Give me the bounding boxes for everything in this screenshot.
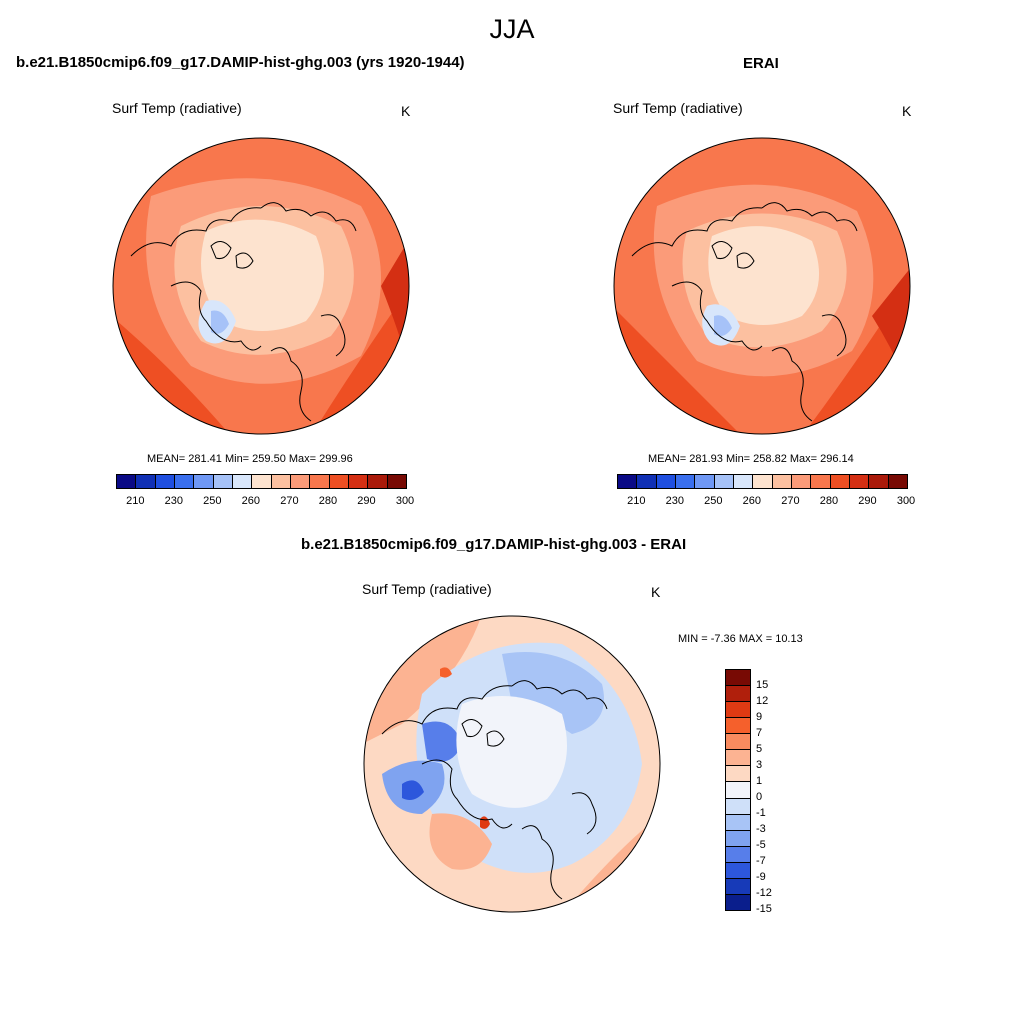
colorbar-cell [136,475,156,488]
diff-variable-label: Surf Temp (radiative) [362,581,492,597]
colorbar-tick-label: -5 [756,839,766,851]
obs-map [613,137,911,435]
colorbar-tick-label: 210 [126,495,145,507]
colorbar-tick-label: 250 [704,495,723,507]
colorbar-cell [726,862,750,879]
colorbar-cell [726,782,750,799]
colorbar-tick-label: 270 [781,495,800,507]
colorbar-cell [726,894,750,910]
colorbar-cell [310,475,330,488]
colorbar-tick-label: 3 [756,759,763,771]
colorbar-tick-label: 280 [318,495,338,507]
colorbar-cell [726,718,750,735]
colorbar-cell [213,475,233,488]
diff-colorbar [725,669,751,911]
diff-panel-title: b.e21.B1850cmip6.f09_g17.DAMIP-hist-ghg.… [301,536,687,553]
colorbar-cell [368,475,388,488]
colorbar-tick-label: -9 [756,871,766,883]
colorbar-cell [656,475,676,488]
colorbar-cell [271,475,291,488]
colorbar-tick-label: 290 [858,495,877,507]
colorbar-cell [726,686,750,703]
colorbar-tick-label: 15 [756,679,769,691]
colorbar-cell [117,475,137,488]
colorbar-tick-label: 290 [357,495,376,507]
colorbar-tick-label: -15 [756,903,772,915]
model-units-label: K [401,103,411,119]
colorbar-cell [290,475,311,488]
obs-panel-title: ERAI [743,55,779,72]
colorbar-tick-label: 7 [756,727,763,739]
colorbar-cell [726,734,750,751]
colorbar-tick-label: 260 [742,495,762,507]
colorbar-cell [726,846,750,863]
colorbar-tick-label: 250 [203,495,222,507]
colorbar-cell [387,475,406,488]
colorbar-cell [849,475,870,488]
colorbar-cell [811,475,831,488]
colorbar-tick-label: 9 [756,711,763,723]
colorbar-cell [726,830,750,847]
colorbar-tick-label: -1 [756,807,766,819]
obs-colorbar [617,474,908,489]
colorbar-tick-label: 230 [665,495,684,507]
colorbar-cell [753,475,773,488]
colorbar-cell [791,475,812,488]
colorbar-cell [174,475,195,488]
diff-units-label: K [651,584,661,600]
colorbar-tick-label: 270 [280,495,299,507]
colorbar-cell [714,475,734,488]
colorbar-cell [695,475,715,488]
colorbar-cell [637,475,657,488]
colorbar-cell [869,475,889,488]
colorbar-cell [726,878,750,895]
colorbar-tick-label: 1 [756,775,763,787]
colorbar-tick-label: 230 [164,495,183,507]
obs-units-label: K [902,103,912,119]
colorbar-cell [618,475,638,488]
colorbar-tick-label: 12 [756,695,769,707]
colorbar-tick-label: 300 [896,495,916,507]
obs-stats: MEAN= 281.93 Min= 258.82 Max= 296.14 [648,453,854,465]
colorbar-cell [733,475,754,488]
colorbar-cell [726,798,750,815]
model-colorbar [116,474,407,489]
colorbar-cell [772,475,792,488]
model-panel-title: b.e21.B1850cmip6.f09_g17.DAMIP-hist-ghg.… [16,54,465,71]
colorbar-tick-label: -7 [756,855,766,867]
model-stats: MEAN= 281.41 Min= 259.50 Max= 299.96 [147,453,353,465]
colorbar-tick-label: 260 [241,495,261,507]
colorbar-tick-label: 0 [756,791,763,803]
colorbar-cell [726,670,750,687]
colorbar-tick-label: 280 [819,495,839,507]
colorbar-tick-label: -12 [756,887,772,899]
colorbar-cell [888,475,907,488]
colorbar-cell [232,475,253,488]
colorbar-tick-label: 210 [627,495,646,507]
colorbar-tick-label: 5 [756,743,763,755]
colorbar-cell [252,475,272,488]
obs-variable-label: Surf Temp (radiative) [613,100,743,116]
colorbar-cell [726,750,750,767]
colorbar-cell [348,475,369,488]
diff-stats: MIN = -7.36 MAX = 10.13 [678,633,803,645]
colorbar-cell [726,766,750,783]
colorbar-cell [726,814,750,831]
colorbar-cell [675,475,696,488]
colorbar-cell [830,475,850,488]
model-map [112,137,410,435]
colorbar-cell [194,475,214,488]
colorbar-cell [155,475,175,488]
figure-title: JJA [489,14,535,44]
diff-map [363,615,661,913]
model-variable-label: Surf Temp (radiative) [112,100,242,116]
colorbar-tick-label: 300 [395,495,415,507]
colorbar-tick-label: -3 [756,823,766,835]
colorbar-cell [329,475,349,488]
colorbar-cell [726,702,750,719]
